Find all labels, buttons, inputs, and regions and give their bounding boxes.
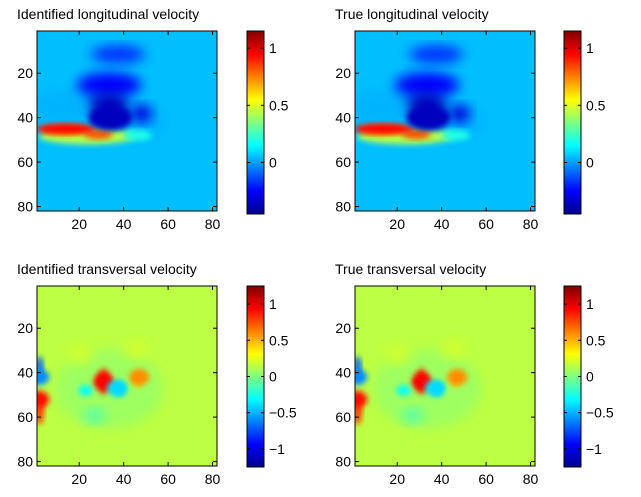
x-tick-label: 60 xyxy=(160,216,176,232)
heatmap-feature xyxy=(37,391,50,408)
plot-frame xyxy=(36,30,218,212)
y-tick-label: 40 xyxy=(335,110,351,126)
heatmap xyxy=(355,286,535,466)
colorbar-tick-label: 0 xyxy=(269,155,277,171)
heatmap-region xyxy=(91,45,145,64)
colorbar-tick-label: −1 xyxy=(586,441,602,457)
x-tick-label: 80 xyxy=(205,216,221,232)
heatmap-region xyxy=(441,130,471,141)
heatmap-region xyxy=(385,345,411,364)
x-tick-label: 60 xyxy=(160,471,176,487)
x-tick-label: 60 xyxy=(478,471,494,487)
heatmap-feature xyxy=(425,380,445,397)
y-tick-label: 20 xyxy=(335,65,351,81)
heatmap-region xyxy=(394,72,460,98)
heatmap-region xyxy=(401,130,431,139)
chart-title: Identified transversal velocity xyxy=(17,261,197,277)
heatmap-region xyxy=(76,72,142,98)
x-tick-label: 80 xyxy=(523,471,539,487)
heatmap-region xyxy=(83,408,106,423)
chart-title: True longitudinal velocity xyxy=(335,6,489,22)
heatmap xyxy=(355,31,535,211)
heatmap-region xyxy=(123,340,149,358)
colorbar-tick-label: −0.5 xyxy=(269,405,297,421)
y-tick-label: 40 xyxy=(17,110,33,126)
heatmap-region xyxy=(130,104,153,123)
heatmap xyxy=(37,286,217,466)
y-tick-label: 80 xyxy=(17,454,33,470)
x-tick-label: 40 xyxy=(434,471,450,487)
colorbar-tick-label: 0 xyxy=(586,369,594,385)
y-tick-label: 60 xyxy=(335,409,351,425)
heatmap-region xyxy=(123,130,153,141)
y-tick-label: 60 xyxy=(17,409,33,425)
plot-frame xyxy=(354,285,536,467)
y-tick-label: 20 xyxy=(17,320,33,336)
heatmap-region xyxy=(401,408,424,423)
x-tick-label: 20 xyxy=(71,471,87,487)
chart-panel: True transversal velocity 20 40 60 80 20 40 60 8… xyxy=(335,261,614,487)
heatmap-feature xyxy=(37,123,96,134)
chart-panel: Identified longitudinal velocity 20 40 60 80… xyxy=(17,6,289,232)
heatmap-region xyxy=(441,340,467,358)
heatmap-region xyxy=(83,130,113,139)
x-tick-label: 80 xyxy=(205,471,221,487)
heatmap-feature xyxy=(88,104,133,131)
x-tick-label: 20 xyxy=(71,216,87,232)
x-tick-label: 20 xyxy=(389,216,405,232)
heatmap-feature xyxy=(355,391,368,408)
y-tick-label: 80 xyxy=(17,199,33,215)
x-tick-label: 80 xyxy=(523,216,539,232)
heatmap-region xyxy=(409,45,463,64)
colorbar-tick-label: 0.5 xyxy=(269,97,289,113)
colorbar xyxy=(563,30,582,215)
heatmap-region xyxy=(396,385,411,396)
y-tick-label: 60 xyxy=(17,154,33,170)
colorbar-tick-label: −0.5 xyxy=(586,405,614,421)
plot-frame xyxy=(36,285,218,467)
heatmap-region xyxy=(67,345,93,364)
y-tick-label: 40 xyxy=(335,365,351,381)
colorbar xyxy=(246,30,265,215)
colorbar-tick-label: 1 xyxy=(586,40,594,56)
x-tick-label: 20 xyxy=(389,471,405,487)
chart-panel: Identified transversal velocity 20 40 60 80 2… xyxy=(17,261,297,487)
y-tick-label: 20 xyxy=(335,320,351,336)
heatmap-feature xyxy=(129,369,150,386)
x-tick-label: 40 xyxy=(434,216,450,232)
heatmap-feature xyxy=(447,369,468,386)
y-tick-label: 80 xyxy=(335,199,351,215)
heatmap-region xyxy=(78,385,93,396)
colorbar-tick-label: 0.5 xyxy=(269,332,289,348)
x-tick-label: 40 xyxy=(116,216,132,232)
y-tick-label: 60 xyxy=(335,154,351,170)
colorbar-tick-label: 0 xyxy=(269,369,277,385)
heatmap-region xyxy=(448,104,471,123)
chart-title: True transversal velocity xyxy=(335,261,486,277)
x-tick-label: 60 xyxy=(478,216,494,232)
colorbar-tick-label: 1 xyxy=(269,296,277,312)
colorbar-tick-label: −1 xyxy=(269,441,285,457)
heatmap-feature xyxy=(355,123,414,134)
heatmap-region xyxy=(37,90,104,123)
colorbar-tick-label: 0.5 xyxy=(586,97,606,113)
heatmap-feature xyxy=(406,104,451,131)
x-tick-label: 40 xyxy=(116,471,132,487)
y-tick-label: 80 xyxy=(335,454,351,470)
heatmap xyxy=(37,31,217,211)
colorbar-tick-label: 0.5 xyxy=(586,332,606,348)
plot-frame xyxy=(354,30,536,212)
heatmap-feature xyxy=(107,380,127,397)
colorbar-tick-label: 1 xyxy=(269,40,277,56)
y-tick-label: 20 xyxy=(17,65,33,81)
y-tick-label: 40 xyxy=(17,365,33,381)
heatmap-region xyxy=(355,90,422,123)
colorbar-tick-label: 1 xyxy=(586,296,594,312)
chart-title: Identified longitudinal velocity xyxy=(17,6,199,22)
chart-panel: True longitudinal velocity 20 40 60 80 20 40 60… xyxy=(335,6,606,232)
colorbar-tick-label: 0 xyxy=(586,155,594,171)
